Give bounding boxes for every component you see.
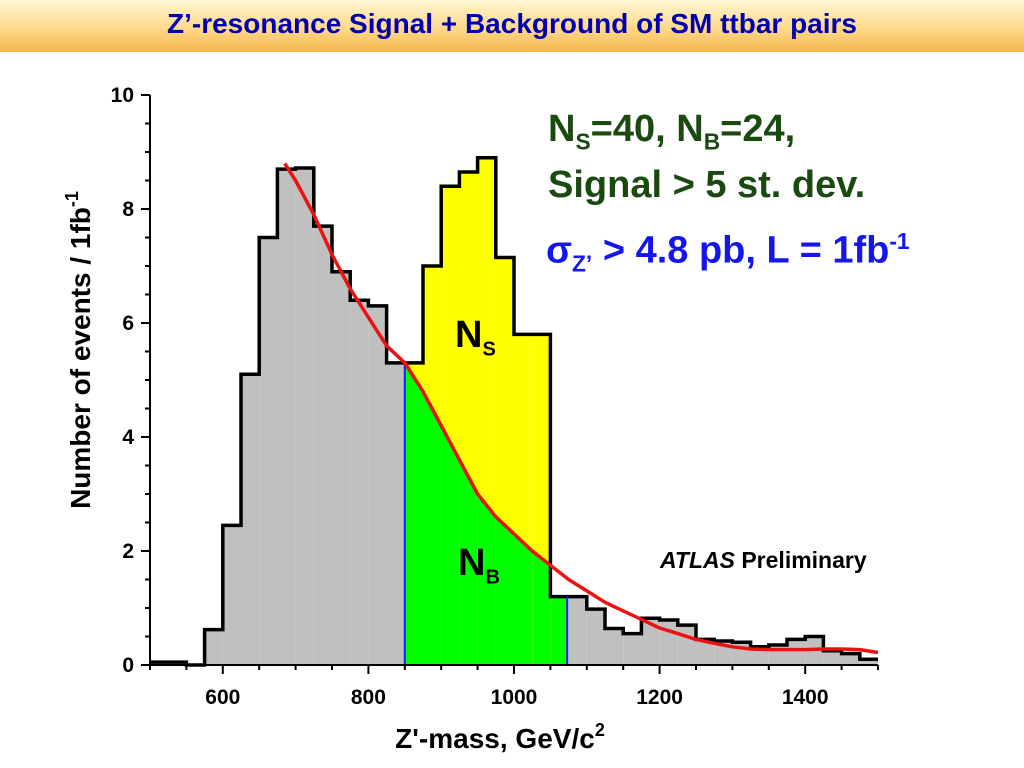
background-bar (750, 646, 769, 665)
y-tick-label: 4 (122, 426, 134, 449)
x-tick-label: 1400 (782, 686, 829, 709)
background-bar (204, 629, 223, 665)
background-bar (659, 619, 678, 665)
x-tick-label: 800 (351, 686, 386, 709)
histogram-step-line (150, 155, 878, 667)
background-bar (259, 237, 278, 665)
background-bar (241, 374, 260, 665)
background-bar (277, 169, 296, 665)
ns-nb-values: NS=40, NB=24, (548, 108, 796, 155)
background-bar (313, 226, 332, 665)
background-in-window-area (459, 459, 478, 665)
cross-section-limit: σZ’ > 4.8 pb, L = 1fb-1 (546, 228, 910, 277)
y-tick-label: 10 (111, 84, 134, 107)
background-in-window-area (423, 391, 442, 665)
atlas-preliminary-label: ATLAS Preliminary (660, 547, 867, 573)
background-bar (295, 167, 314, 665)
axes: 600 800 1000 1200 1400 0 2 4 6 8 10 (111, 84, 879, 709)
x-axis-label-sup: 2 (595, 720, 605, 740)
background-bar (568, 596, 587, 665)
y-tick-label: 0 (122, 654, 134, 677)
background-bar (823, 650, 842, 665)
background-bar (386, 362, 405, 665)
fit-curve (283, 162, 879, 655)
x-tick-label: 1200 (636, 686, 683, 709)
background-bar (586, 609, 605, 665)
y-tick-label: 8 (122, 198, 134, 221)
background-in-window-area (404, 362, 423, 665)
background-bar (841, 653, 860, 665)
significance-text: Signal > 5 st. dev. (548, 164, 866, 206)
signal-window (403, 362, 569, 665)
title-bar: Z’-resonance Signal + Background of SM t… (0, 0, 1024, 52)
background-in-window-area (477, 494, 496, 665)
background-bar (623, 633, 642, 665)
background-bar (332, 271, 351, 665)
x-axis-label-text: Z'-mass, GeV/c (395, 723, 595, 754)
ns-region-label: NS (455, 314, 496, 361)
x-axis-label: Z'-mass, GeV/c2 (395, 720, 605, 754)
y-axis-label-sup: -1 (62, 191, 82, 207)
background-bar (696, 639, 715, 665)
background-in-window-area (550, 596, 568, 665)
background-bar (859, 659, 878, 665)
nb-region-label: NB (458, 542, 500, 589)
x-tick-label: 1000 (491, 686, 538, 709)
background-in-window-area (514, 533, 533, 665)
x-tick-label: 600 (205, 686, 240, 709)
y-axis-label-text: Number of events / 1fb (65, 207, 96, 509)
y-tick-label: 6 (122, 312, 134, 335)
background-bar (222, 525, 241, 665)
background-bar (368, 305, 387, 665)
background-in-window-area (441, 425, 460, 665)
background-in-window-area (495, 516, 514, 665)
slide-title: Z’-resonance Signal + Background of SM t… (166, 8, 858, 39)
background-bar (787, 639, 806, 665)
y-axis-label: Number of events / 1fb-1 (62, 191, 96, 509)
y-tick-label: 2 (122, 540, 134, 563)
background-bar (605, 628, 624, 665)
background-bar (350, 300, 369, 665)
histogram-outline (150, 155, 878, 667)
background-bar (677, 625, 696, 665)
background-in-window-area (532, 551, 551, 665)
background-bar (641, 618, 660, 665)
region-fills (150, 157, 878, 665)
background-fit (283, 162, 879, 655)
